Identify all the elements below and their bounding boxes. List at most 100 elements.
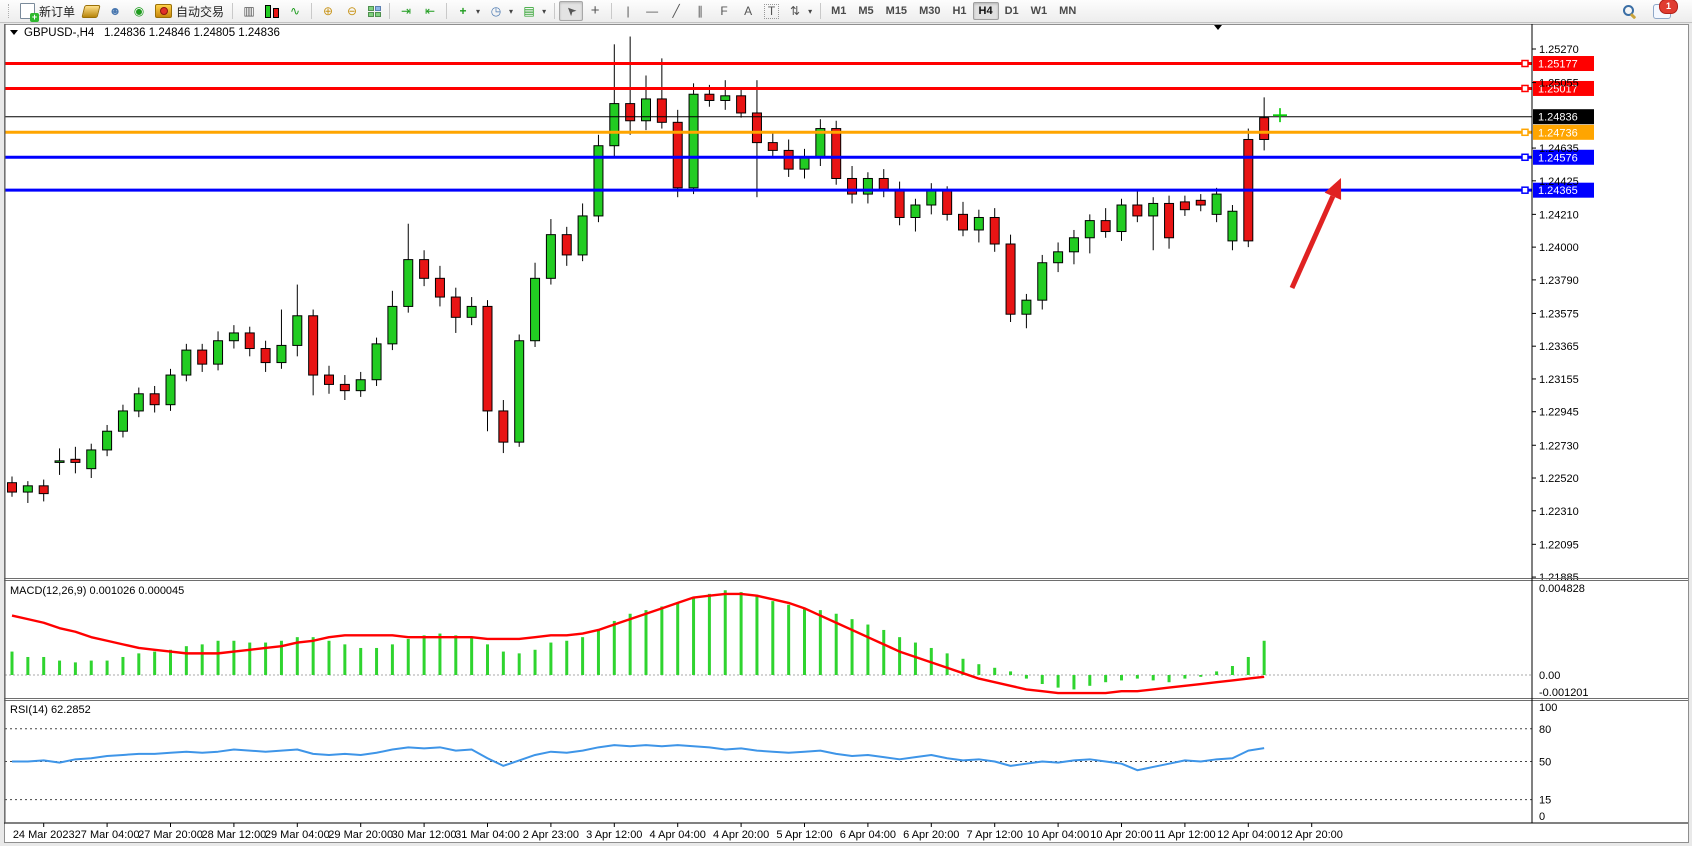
- chart-profile-button[interactable]: [79, 1, 103, 21]
- timeframe-H4[interactable]: H4: [972, 2, 999, 20]
- chart-shift-marker-icon[interactable]: [1214, 25, 1222, 30]
- bear-candle: [989, 216, 1000, 245]
- rsi-axis-label: 15: [1539, 795, 1551, 807]
- chart-menu-triangle-icon[interactable]: [10, 30, 18, 35]
- current-price-line[interactable]: 1.24836: [5, 109, 1594, 125]
- dropdown-arrow-icon: ▾: [476, 6, 481, 16]
- auto-scroll-icon: ⇥: [401, 4, 412, 18]
- trend-arrow-annotation[interactable]: [1289, 178, 1342, 290]
- periods-button[interactable]: ◷ ▾: [484, 1, 517, 21]
- timeframe-M1[interactable]: M1: [825, 2, 852, 20]
- timeframe-M15[interactable]: M15: [880, 2, 913, 20]
- line-anchor-handle[interactable]: [1521, 128, 1529, 137]
- vertical-line-tool-button[interactable]: |: [616, 1, 640, 21]
- line-anchor-handle[interactable]: [1521, 186, 1529, 194]
- timeframe-M30[interactable]: M30: [913, 2, 946, 20]
- price-badge: [1533, 182, 1594, 198]
- timeframe-M5[interactable]: M5: [852, 2, 879, 20]
- bear-candle: [656, 98, 667, 123]
- search-button[interactable]: [1618, 1, 1641, 21]
- price-tick-label: 1.22730: [1539, 440, 1579, 452]
- line-chart-mode-button[interactable]: ∿: [283, 1, 307, 21]
- price-badge: [1533, 80, 1594, 96]
- candlestick-mode-button[interactable]: [261, 1, 283, 21]
- timeframe-W1[interactable]: W1: [1025, 2, 1054, 20]
- bear-candle: [625, 103, 636, 122]
- notifications-button[interactable]: 1: [1649, 0, 1681, 21]
- time-tick-label: 29 Mar 20:00: [328, 829, 393, 841]
- time-tick-label: 3 Apr 12:00: [586, 829, 642, 841]
- bear-candle: [847, 177, 858, 195]
- time-tick-label: 12 Apr 04:00: [1217, 829, 1279, 841]
- channel-icon: ∥: [697, 4, 704, 18]
- autotrading-icon: [155, 4, 173, 18]
- horizontal-level-line[interactable]: 1.25177: [5, 56, 1594, 72]
- bear-candle: [878, 177, 889, 190]
- signals-button[interactable]: ◉: [127, 1, 151, 21]
- cursor-tool-button[interactable]: ➤: [559, 1, 584, 21]
- toolbar-separator: [611, 3, 613, 19]
- bull-candle: [862, 177, 873, 195]
- bull-candle: [117, 410, 128, 432]
- fibonacci-tool-button[interactable]: F: [712, 1, 736, 21]
- bull-candle: [545, 234, 556, 279]
- price-tick-label: 1.24425: [1539, 176, 1579, 188]
- bull-candle: [514, 340, 525, 443]
- trendline-tool-button[interactable]: ╱: [664, 1, 688, 21]
- crosshair-tool-button[interactable]: +: [583, 1, 607, 21]
- rsi-panel[interactable]: RSI(14) 62.2852 100 80 50 15 0: [5, 702, 1557, 823]
- arrow-shaft[interactable]: [1289, 195, 1336, 290]
- community-person-icon: ☻: [108, 4, 122, 18]
- bar-chart-mode-button[interactable]: ▥: [237, 1, 261, 21]
- chart-canvas[interactable]: 1.25177 1.25017 1.24836 1.24736 1.24576 1.243…: [0, 24, 1692, 846]
- time-tick-label: 7 Apr 12:00: [967, 829, 1023, 841]
- line-anchor-handle[interactable]: [1521, 84, 1529, 93]
- line-anchor-handle[interactable]: [1521, 59, 1529, 68]
- bear-candle: [942, 190, 953, 215]
- horizontal-line-tool-button[interactable]: —: [640, 1, 664, 21]
- candlestick-icon: [265, 4, 280, 18]
- crosshair-icon: +: [590, 2, 600, 19]
- arrows-tool-button[interactable]: ⇅ ▾: [783, 1, 816, 21]
- chart-window-background: [4, 24, 1689, 843]
- bull-candle: [1227, 210, 1238, 242]
- bear-candle: [149, 393, 160, 406]
- auto-scroll-button[interactable]: ⇥: [394, 1, 418, 21]
- line-anchor-handle[interactable]: [1521, 153, 1529, 162]
- new-order-button[interactable]: + 新订单: [16, 1, 79, 22]
- bear-candle: [1005, 243, 1016, 315]
- bull-candle: [213, 340, 224, 365]
- autotrading-button[interactable]: 自动交易: [151, 1, 228, 21]
- price-tick-label: 1.24210: [1539, 209, 1579, 221]
- horizontal-level-line[interactable]: 1.24365: [5, 182, 1594, 198]
- chat-bubble-icon: 1: [1653, 0, 1678, 19]
- zoom-in-button[interactable]: ⊕: [316, 1, 340, 21]
- rsi-label: RSI(14) 62.2852: [10, 704, 91, 716]
- indicators-button[interactable]: + ▾: [451, 1, 484, 21]
- chart-shift-button[interactable]: ⇤: [418, 1, 442, 21]
- zoom-in-icon: ⊕: [323, 4, 334, 18]
- time-tick-label: 30 Mar 12:00: [392, 829, 457, 841]
- timeframe-H1[interactable]: H1: [946, 2, 972, 20]
- price-tick-label: 1.24635: [1539, 143, 1579, 155]
- horizontal-level-line[interactable]: 1.24736: [5, 124, 1594, 140]
- community-button[interactable]: ☻: [103, 1, 127, 21]
- search-icon: [1622, 4, 1637, 19]
- bear-candle: [1132, 204, 1143, 217]
- tile-windows-button[interactable]: [364, 1, 385, 21]
- zoom-out-button[interactable]: ⊖: [340, 1, 364, 21]
- arrow-head[interactable]: [1324, 178, 1342, 200]
- text-tool-button[interactable]: A: [736, 1, 760, 21]
- horizontal-level-line[interactable]: 1.25017: [5, 80, 1594, 96]
- horizontal-level-line[interactable]: 1.24576: [5, 149, 1594, 165]
- macd-signal-line: [11, 592, 1265, 695]
- timeframe-MN[interactable]: MN: [1053, 2, 1082, 20]
- macd-panel[interactable]: MACD(12,26,9) 0.001026 0.000045 0.004828 0…: [5, 583, 1589, 699]
- channel-tool-button[interactable]: ∥: [688, 1, 712, 21]
- timeframe-D1[interactable]: D1: [999, 2, 1025, 20]
- text-label-tool-button[interactable]: T: [760, 1, 783, 21]
- bear-candle: [308, 315, 319, 376]
- templates-button[interactable]: ▤ ▾: [517, 1, 550, 21]
- time-tick-label: 31 Mar 04:00: [455, 829, 520, 841]
